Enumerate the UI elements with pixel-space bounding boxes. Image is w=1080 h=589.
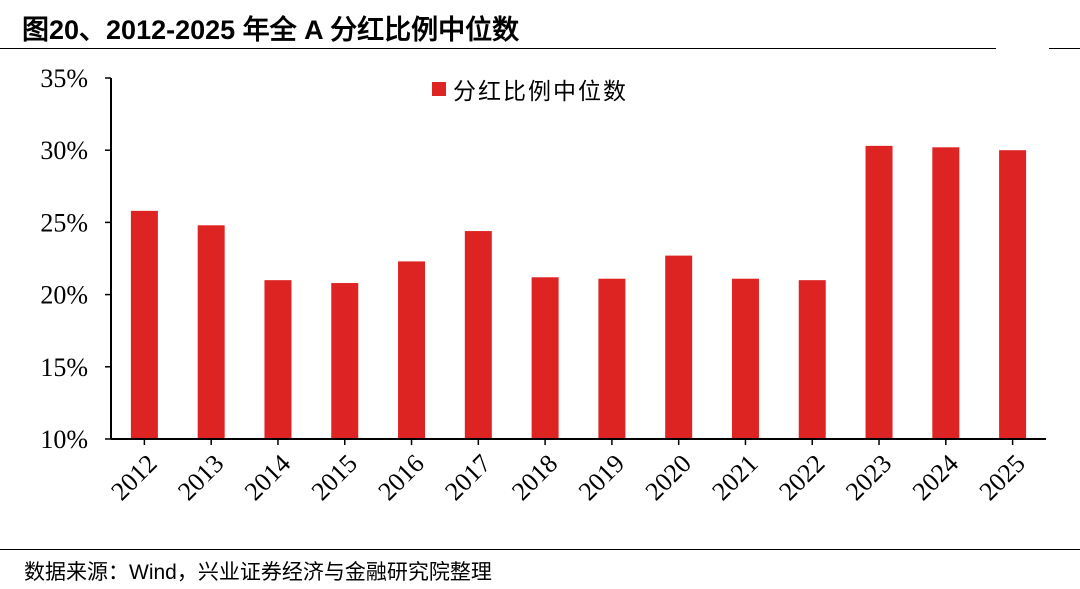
y-tick-label-30: 30% [40,136,88,165]
source-note: 数据来源：Wind，兴业证券经济与金融研究院整理 [24,561,492,584]
x-tick-label-2018: 2018 [506,449,563,506]
legend: 分红比例中位数 [432,79,628,105]
bars-group [130,145,1027,439]
x-tick-label-2025: 2025 [974,449,1031,506]
bar-2018 [531,277,559,439]
x-tick-label-2024: 2024 [907,449,964,506]
x-tick-label-2013: 2013 [172,449,229,506]
bar-2025 [999,150,1027,439]
y-tick-label-35: 35% [40,64,88,93]
x-tick-label-2015: 2015 [306,449,363,506]
x-tick-label-2021: 2021 [706,449,763,506]
bar-2013 [197,225,225,439]
y-tick-label-20: 20% [40,281,88,310]
x-tick-label-2019: 2019 [573,449,630,506]
figure-title: 图20、2012-2025 年全 A 分红比例中位数 [22,15,520,45]
x-tick-label-2016: 2016 [373,449,430,506]
bar-2021 [731,278,759,439]
title-divider-right [1049,48,1080,49]
bar-chart: 10%15%20%25%30%35% 2012 2013 2014 2015 2016 2… [40,64,1046,506]
bar-2012 [130,210,158,439]
bar-2024 [932,147,960,439]
x-tick-labels: 2012 2013 2014 2015 2016 2017 2018 2019 2020 2021… [105,449,1030,506]
x-tick-label-2022: 2022 [773,449,830,506]
x-tick-label-2017: 2017 [439,449,496,506]
bar-2017 [464,231,492,439]
title-divider [0,48,996,49]
bar-2016 [398,261,426,439]
bar-2014 [264,280,292,439]
bar-2015 [331,283,359,439]
legend-label: 分红比例中位数 [453,79,628,105]
x-tick-label-2012: 2012 [105,449,162,506]
source-divider [0,549,1080,550]
axes-group [105,77,1046,445]
bar-2019 [598,278,626,439]
y-tick-labels: 10% 15% 20% 25% 30% 35% [40,64,88,454]
y-tick-label-25: 25% [40,208,88,237]
bar-2023 [865,145,893,439]
bar-2020 [665,255,693,439]
y-tick-label-15: 15% [40,353,88,382]
legend-swatch [432,82,446,96]
x-tick-label-2023: 2023 [840,449,897,506]
x-tick-label-2014: 2014 [239,449,296,506]
y-tick-label-10: 10% [40,425,88,454]
bar-2022 [798,280,826,439]
x-tick-label-2020: 2020 [640,449,697,506]
